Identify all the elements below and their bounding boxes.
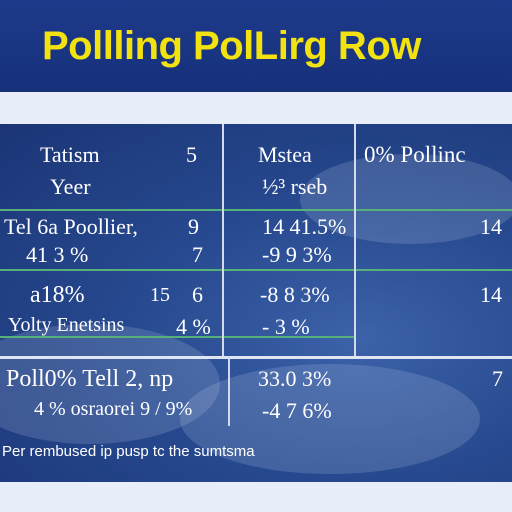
table-cell: 33.0 3%	[258, 366, 331, 392]
row-divider	[0, 269, 512, 271]
table-cell: a18%	[30, 282, 85, 309]
table-cell: 14	[480, 282, 502, 308]
table-cell: Yolty Enetsins	[8, 314, 124, 337]
table-cell: 7	[192, 242, 203, 268]
header-cell: 5	[186, 142, 197, 168]
title-bar: Pollling PolLirg Row	[0, 0, 512, 92]
table-cell: -9 9 3%	[262, 242, 332, 268]
header-cell: ½³ rseb	[262, 174, 327, 200]
table-cell: Poll0% Tell 2, np	[6, 366, 173, 393]
header-cell: Yeer	[50, 174, 91, 200]
column-divider	[228, 356, 230, 426]
table-cell: Tel 6a Poollier,	[4, 214, 138, 240]
table-cell: 14	[480, 214, 502, 240]
table-cell: 4 % osraorei 9 / 9%	[34, 398, 192, 421]
table-cell: -4 7 6%	[262, 398, 332, 424]
table-cell: 6	[192, 282, 203, 308]
header-spacer	[0, 92, 512, 124]
column-divider	[354, 124, 356, 356]
table-cell: 15	[150, 284, 170, 307]
page-title: Pollling PolLirg Row	[42, 18, 472, 74]
table-cell: 9	[188, 214, 199, 240]
polling-table: Tatism Yeer 5 Mstea ½³ rseb 0% Pollinc T…	[0, 124, 512, 482]
table-cell: 14 41.5%	[262, 214, 346, 240]
table-cell: 41 3 %	[26, 242, 88, 268]
table-cell: 4 %	[176, 314, 211, 340]
header-cell: Mstea	[258, 142, 312, 168]
header-cell: 0% Pollinc	[364, 142, 466, 168]
column-divider	[222, 124, 224, 356]
table-cell: - 3 %	[262, 314, 310, 340]
table-cell: -8 8 3%	[260, 282, 330, 308]
row-divider	[0, 209, 512, 211]
table-cell: 7	[492, 366, 503, 392]
row-divider	[0, 356, 512, 359]
footer-band	[0, 482, 512, 512]
header-cell: Tatism	[40, 142, 100, 168]
footnote: Per rembused ip pusp tc the sumtsma	[0, 440, 512, 464]
